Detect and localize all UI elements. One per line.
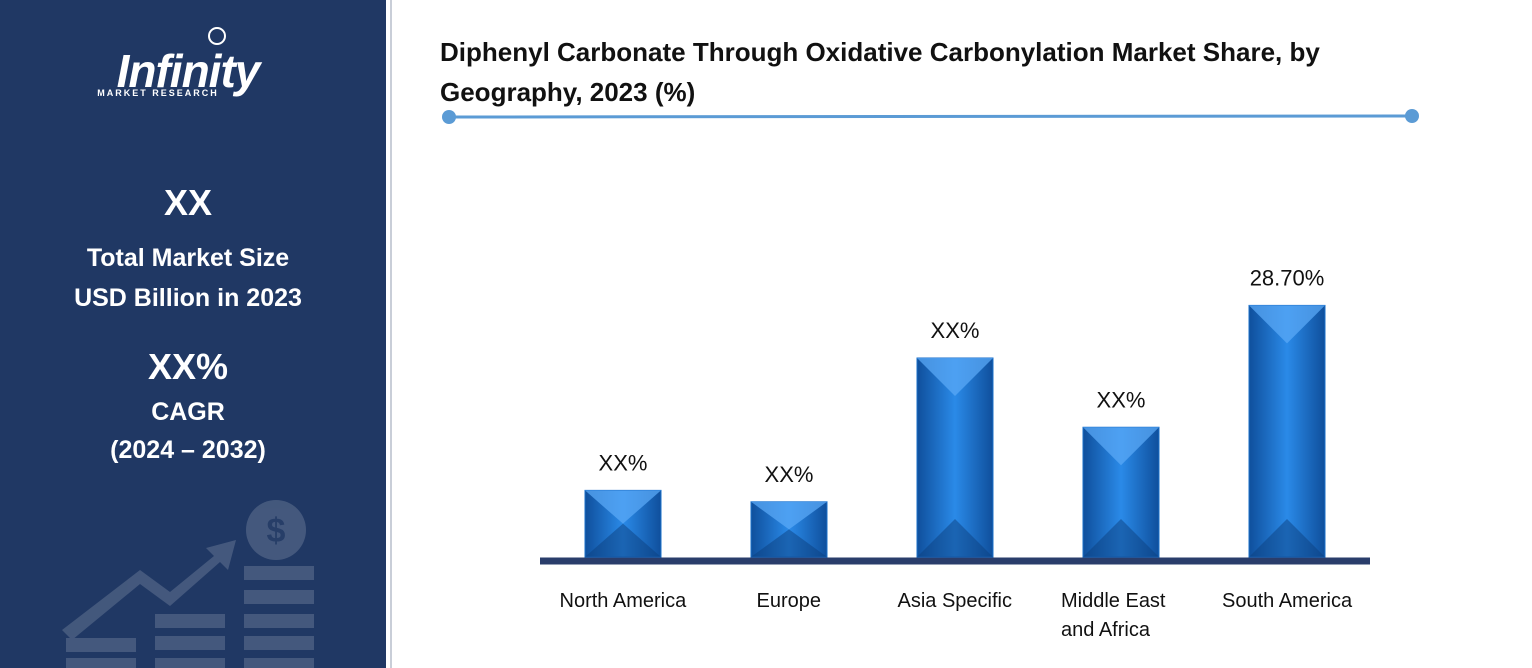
bar-base xyxy=(585,523,661,557)
value-label: XX% xyxy=(1097,387,1146,412)
value-label: XX% xyxy=(931,318,980,343)
sidebar: $ Infinity MARKET RESEARCH XX Total Mark… xyxy=(0,0,390,668)
title-rule xyxy=(448,114,1413,119)
value-label: 28.70% xyxy=(1250,265,1325,290)
market-size-label: USD Billion in 2023 xyxy=(74,284,302,312)
category-label: North America xyxy=(559,590,687,612)
bar-cap xyxy=(917,357,993,396)
bar-base xyxy=(1083,519,1159,557)
category-label: South America xyxy=(1222,590,1353,612)
market-size: XX xyxy=(163,182,213,223)
chart-title: Diphenyl Carbonate Through Oxidative Car… xyxy=(440,37,1320,107)
category-label: Europe xyxy=(756,590,822,612)
bar xyxy=(1248,304,1326,558)
category-label: Middle East and Africa xyxy=(1061,590,1166,641)
cagr-value: XX% xyxy=(147,346,229,387)
svg-text:$: $ xyxy=(267,512,286,550)
market-size-label: Total Market Size xyxy=(86,244,290,272)
cagr-label: CAGR xyxy=(151,398,225,426)
bar-cap xyxy=(1249,305,1325,344)
sidebar-art: $ xyxy=(62,27,314,668)
bar-base xyxy=(751,529,827,557)
cagr-period: (2024 – 2032) xyxy=(110,436,266,464)
bar-cap xyxy=(1083,427,1159,466)
rule-dot xyxy=(1405,109,1419,123)
logo-sub: MARKET RESEARCH xyxy=(97,88,219,98)
bar-cap xyxy=(585,490,661,524)
rule-dot xyxy=(442,110,456,124)
bar-base xyxy=(1249,519,1325,557)
value-label: XX% xyxy=(599,450,648,475)
value-label: XX% xyxy=(765,462,814,487)
logo: Infinity xyxy=(116,45,261,97)
bar-base xyxy=(917,519,993,557)
category-label: Asia Specific xyxy=(897,590,1013,612)
bar-cap xyxy=(751,501,827,530)
